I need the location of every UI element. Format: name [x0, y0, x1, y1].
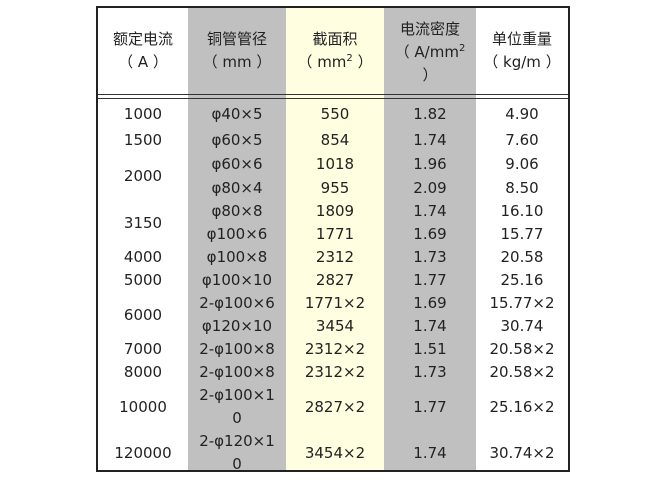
cell-pipe: 2-φ100×8	[199, 339, 275, 358]
cell-current: 4000	[123, 247, 163, 266]
cell-current: 10000	[119, 397, 167, 416]
column-area	[286, 8, 384, 470]
cell-weight: 4.90	[505, 104, 539, 123]
cell-weight: 9.06	[505, 154, 539, 173]
header-current-unit: （ A ）	[118, 53, 168, 71]
cell-pipe: φ100×8	[206, 247, 268, 266]
cell-area: 2312×2	[304, 362, 366, 381]
header-area-unit-close: ）	[352, 53, 373, 71]
header-current-title: 额定电流	[112, 30, 173, 48]
header-density-unit: （ A/mm2	[395, 41, 466, 64]
cell-current: 1500	[123, 130, 163, 149]
header-density-title: 电流密度	[399, 19, 460, 38]
cell-weight: 15.77×2	[489, 293, 555, 312]
cell-pipe-line: 2-φ100×1	[199, 386, 275, 404]
cell-density: 1.74	[413, 130, 447, 149]
column-density	[384, 8, 476, 470]
cell-area: 3454×2	[304, 443, 366, 462]
cell-density: 1.82	[413, 104, 447, 123]
cell-density: 1.96	[413, 154, 447, 173]
header-area-unit: （ mm2 ）	[297, 51, 372, 74]
header-divider	[98, 94, 568, 95]
cell-area: 1018	[315, 154, 355, 173]
header-pipe-unit: （ mm ）	[202, 53, 272, 71]
cell-weight: 8.50	[505, 178, 539, 197]
cell-weight: 30.74	[500, 316, 544, 335]
header-density: 电流密度 （ A/mm2 ）	[384, 12, 476, 92]
cell-pipe-line: 0	[232, 409, 242, 427]
cell-density: 1.73	[413, 362, 447, 381]
cell-pipe: 2-φ100×8	[199, 362, 275, 381]
header-area-unit-text: （ mm	[297, 53, 347, 71]
cell-pipe: φ80×8	[211, 201, 263, 220]
cell-weight: 25.16	[500, 270, 544, 289]
cell-weight: 20.58	[500, 247, 544, 266]
header-area-unit-exponent: 2	[346, 53, 353, 64]
cell-pipe: 2-φ120×1 0	[188, 430, 286, 476]
cell-current: 3150	[123, 213, 163, 232]
cell-density: 1.74	[413, 316, 447, 335]
cell-area: 1771×2	[304, 293, 366, 312]
cell-weight: 7.60	[505, 130, 539, 149]
cell-area: 2827×2	[304, 397, 366, 416]
cell-pipe: φ40×5	[211, 104, 263, 123]
cell-weight: 20.58×2	[489, 362, 555, 381]
cell-current: 5000	[123, 270, 163, 289]
cell-area: 550	[320, 104, 350, 123]
header-density-unit-close: ）	[422, 65, 438, 84]
cell-area: 1809	[315, 201, 355, 220]
cell-density: 2.09	[413, 178, 447, 197]
cell-current: 8000	[123, 362, 163, 381]
cell-weight: 30.74×2	[489, 443, 555, 462]
header-pipe: 铜管管径 （ mm ）	[188, 26, 286, 76]
cell-current: 2000	[123, 166, 163, 185]
header-current: 额定电流 （ A ）	[98, 26, 188, 76]
cell-density: 1.74	[413, 201, 447, 220]
cell-density: 1.51	[413, 339, 447, 358]
cell-density: 1.69	[413, 224, 447, 243]
header-weight-title: 单位重量	[491, 30, 552, 48]
header-density-unit-exponent: 2	[458, 42, 466, 54]
header-pipe-title: 铜管管径	[206, 30, 267, 48]
cell-density: 1.77	[413, 397, 447, 416]
cell-area: 2312×2	[304, 339, 366, 358]
header-area: 截面积 （ mm2 ）	[286, 20, 384, 82]
cell-current: 120000	[114, 443, 172, 462]
header-divider	[98, 98, 568, 99]
cell-weight: 16.10	[500, 201, 544, 220]
cell-pipe: φ120×10	[201, 316, 273, 335]
cell-pipe: φ60×6	[211, 154, 263, 173]
cell-weight: 15.77	[500, 224, 544, 243]
column-pipe	[188, 8, 286, 470]
cell-pipe: φ100×10	[201, 270, 273, 289]
cell-density: 1.74	[413, 443, 447, 462]
cell-pipe: φ80×4	[211, 178, 263, 197]
cell-area: 854	[320, 130, 350, 149]
cell-area: 955	[320, 178, 350, 197]
header-weight: 单位重量 （ kg/m ）	[476, 26, 568, 76]
header-density-unit-text: （ A/mm	[394, 42, 459, 61]
cell-current: 1000	[123, 104, 163, 123]
cell-area: 1771	[315, 224, 355, 243]
cell-weight: 20.58×2	[489, 339, 555, 358]
cell-area: 3454	[315, 316, 355, 335]
cell-pipe-line: 2-φ120×1	[199, 432, 275, 450]
cell-density: 1.73	[413, 247, 447, 266]
cell-pipe: φ100×6	[206, 224, 268, 243]
spec-table: 额定电流 （ A ） 铜管管径 （ mm ） 截面积 （ mm2 ） 电流密度 …	[96, 6, 570, 473]
header-weight-unit: （ kg/m ）	[483, 53, 561, 71]
cell-area: 2827	[315, 270, 355, 289]
cell-density: 1.77	[413, 270, 447, 289]
cell-density: 1.69	[413, 293, 447, 312]
cell-pipe: 2-φ100×1 0	[188, 384, 286, 430]
cell-current: 6000	[123, 305, 163, 324]
cell-pipe-line: 0	[232, 455, 242, 473]
cell-weight: 25.16×2	[489, 397, 555, 416]
cell-area: 2312	[315, 247, 355, 266]
cell-current: 7000	[123, 339, 163, 358]
header-area-title: 截面积	[312, 30, 358, 48]
cell-pipe: φ60×5	[211, 130, 263, 149]
cell-pipe: 2-φ100×6	[199, 293, 275, 312]
